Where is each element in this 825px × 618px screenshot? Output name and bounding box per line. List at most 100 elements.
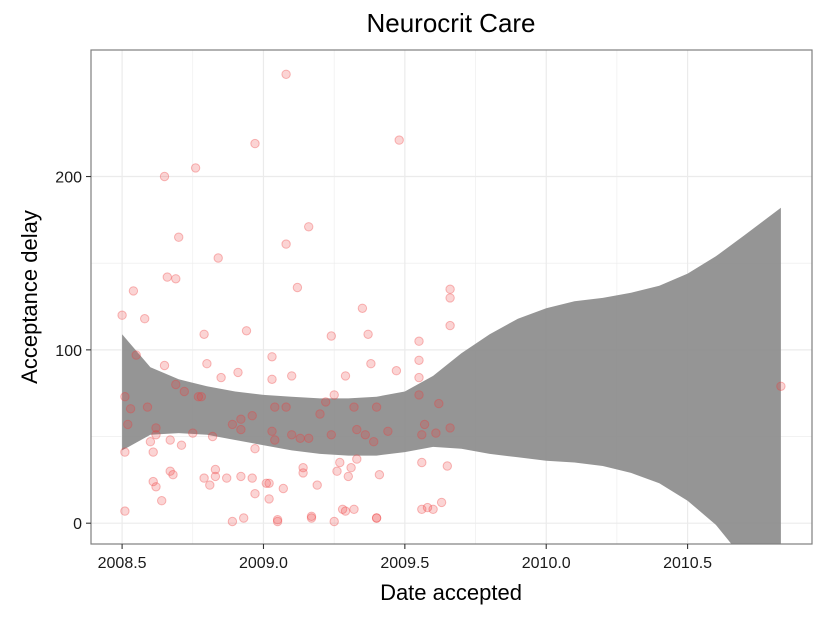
data-point [436, 497, 447, 508]
data-point [306, 513, 317, 523]
data-point [371, 513, 382, 523]
data-point [222, 473, 232, 483]
data-point [188, 428, 198, 438]
data-point [306, 511, 317, 521]
data-point [281, 402, 291, 412]
data-point [281, 239, 291, 249]
data-point [250, 444, 260, 454]
chart-title: Neurocrit Care [366, 8, 535, 38]
data-point [383, 426, 393, 436]
data-point [287, 371, 297, 381]
data-point [369, 437, 379, 447]
data-point [445, 293, 455, 303]
data-point [236, 424, 246, 435]
data-point [123, 419, 133, 430]
data-point [128, 286, 139, 296]
data-point [329, 516, 339, 527]
data-point [270, 435, 280, 445]
data-point [148, 476, 158, 487]
data-point [304, 222, 314, 232]
data-point [174, 232, 184, 242]
data-point [417, 504, 427, 514]
data-point [120, 506, 130, 516]
data-point [171, 274, 181, 284]
data-point [117, 310, 127, 320]
data-point [176, 440, 187, 450]
data-point [125, 404, 136, 414]
data-point [272, 516, 283, 527]
data-point [431, 428, 441, 438]
data-point [241, 326, 252, 336]
data-point [239, 513, 249, 523]
data-point [202, 359, 212, 369]
data-point [326, 331, 336, 341]
data-point [414, 390, 424, 400]
data-point [157, 496, 167, 506]
data-point [120, 447, 130, 457]
smooth-confidence-band [122, 207, 781, 544]
data-point [233, 367, 243, 378]
data-point [428, 504, 438, 514]
data-point [360, 430, 370, 440]
data-point [349, 504, 359, 514]
x-tick-label: 2009.5 [380, 555, 429, 572]
data-point [250, 138, 260, 149]
data-point [394, 135, 404, 145]
data-point [366, 359, 376, 369]
data-point [264, 494, 274, 504]
x-tick-label: 2010.5 [663, 555, 712, 572]
data-point [171, 379, 181, 390]
data-point [445, 423, 455, 433]
data-point [199, 329, 209, 339]
data-point [270, 402, 280, 412]
data-point [371, 513, 382, 523]
data-point [414, 336, 424, 346]
data-point [434, 398, 444, 409]
x-tick-label: 2008.5 [98, 555, 147, 572]
data-point [346, 463, 356, 473]
data-point [272, 515, 283, 525]
data-point [261, 478, 271, 488]
data-point [352, 454, 362, 464]
data-point [267, 426, 277, 436]
data-point [357, 303, 368, 313]
data-point [414, 355, 424, 365]
data-point [148, 447, 158, 457]
data-point [391, 366, 402, 376]
plot-layer [117, 69, 786, 544]
data-point [281, 69, 291, 80]
data-point [332, 466, 342, 476]
data-point [205, 480, 215, 490]
data-point [131, 350, 141, 360]
data-point [227, 419, 238, 430]
data-point [267, 352, 277, 362]
x-axis-title: Date accepted [380, 580, 522, 605]
data-point [247, 411, 257, 421]
data-point [227, 516, 238, 527]
data-point [199, 473, 209, 483]
data-point [142, 402, 153, 412]
data-point [349, 402, 359, 412]
data-point [165, 466, 175, 476]
data-point [287, 430, 297, 440]
data-point [340, 371, 351, 381]
data-point [419, 419, 430, 430]
y-tick-label: 0 [73, 516, 82, 533]
data-point [292, 282, 303, 293]
x-tick-label: 2009.0 [239, 555, 288, 572]
data-point [295, 433, 305, 443]
data-point [414, 372, 424, 383]
data-point [159, 171, 170, 182]
data-point [315, 409, 325, 419]
data-point [250, 489, 260, 499]
data-point [298, 468, 308, 478]
data-point [247, 473, 257, 483]
data-point [162, 272, 173, 282]
data-point [363, 329, 373, 339]
data-point [312, 480, 322, 490]
y-tick-label: 100 [55, 343, 82, 360]
x-tick-label: 2010.0 [522, 555, 571, 572]
data-point [374, 470, 385, 480]
data-point [210, 464, 221, 475]
